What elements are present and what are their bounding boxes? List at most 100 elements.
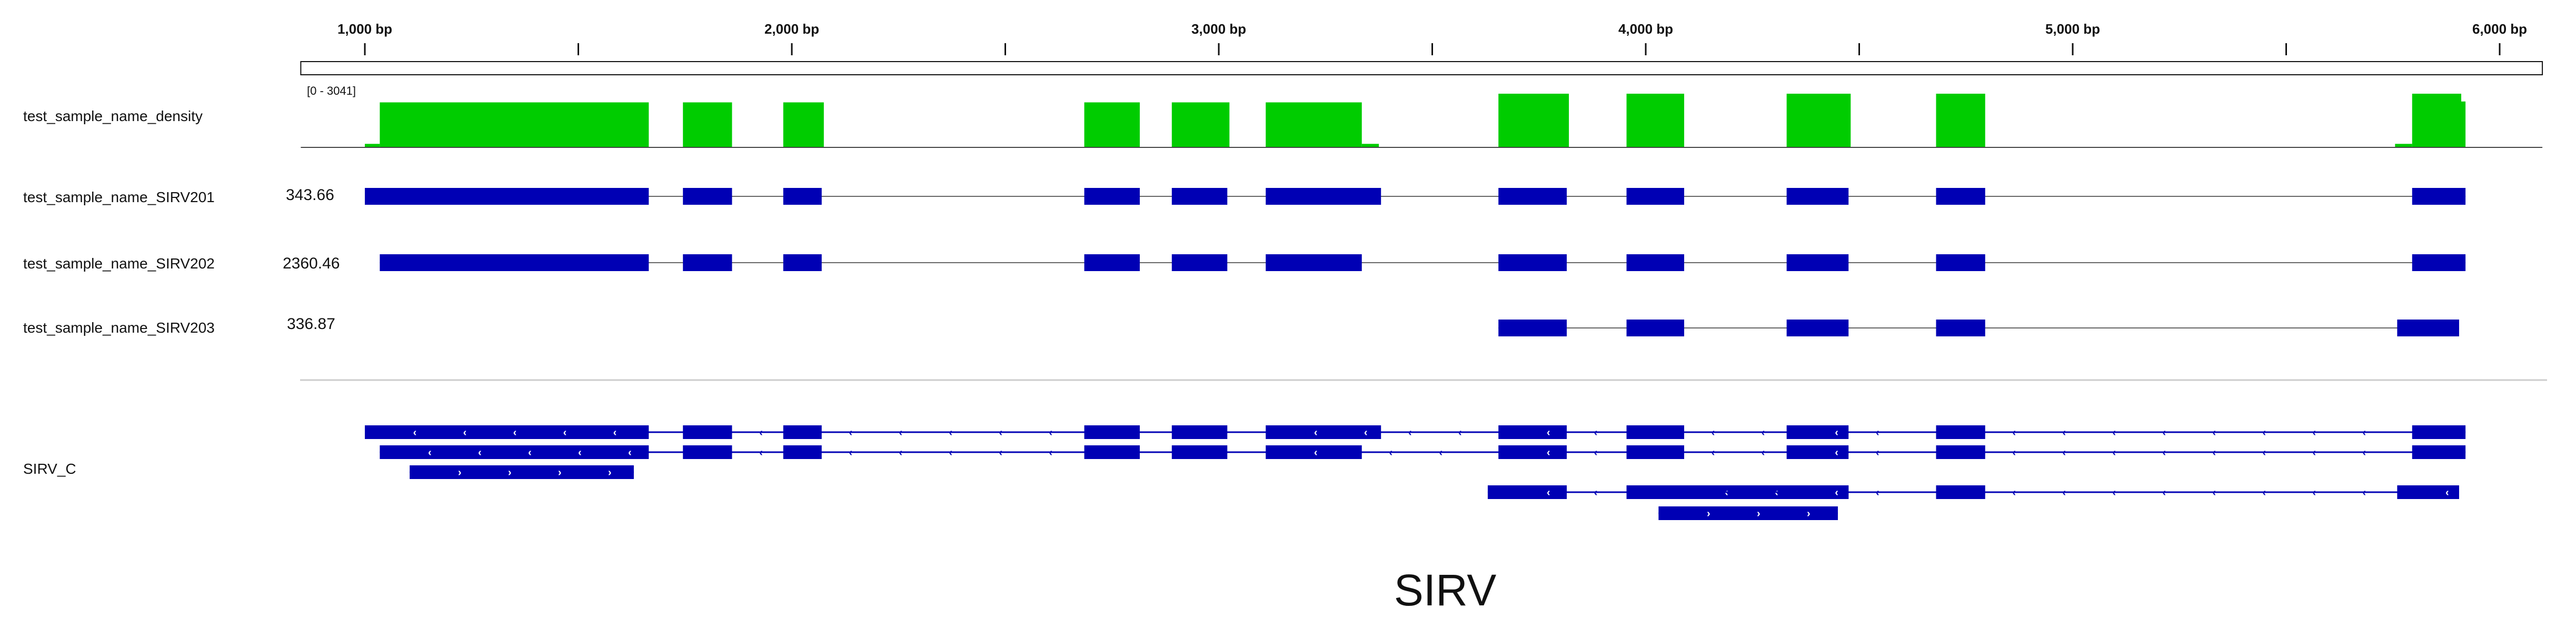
exon-block [683, 425, 732, 439]
strand-arrow: ‹ [2012, 427, 2016, 438]
exon-block [2397, 320, 2459, 336]
strand-arrow: ‹ [528, 447, 532, 458]
coverage-bar [1266, 102, 1362, 147]
strand-arrow: ‹ [759, 427, 763, 438]
exon-block [1936, 445, 1985, 459]
coverage-bar [2395, 144, 2412, 147]
exon-block [1266, 254, 1362, 271]
exon-block [1936, 485, 1985, 499]
exon-block [380, 445, 649, 459]
strand-arrow: ‹ [1835, 447, 1838, 458]
strand-arrow: ‹ [2362, 487, 2366, 499]
coverage-bar [683, 102, 732, 147]
exon-block [1786, 445, 1849, 459]
sample-track-label: test_sample_name_SIRV203 [23, 320, 215, 336]
strand-arrow: ‹ [1835, 427, 1838, 438]
exon-block [1266, 188, 1381, 205]
strand-arrow: ‹ [2312, 447, 2316, 458]
exon-block [1498, 320, 1567, 336]
density-range-label: [0 - 3041] [307, 84, 356, 97]
strand-arrow: ‹ [463, 427, 467, 438]
strand-arrow: ‹ [849, 427, 852, 438]
exon-block [1936, 188, 1985, 205]
strand-arrow: ‹ [1876, 487, 1879, 499]
strand-arrow: ‹ [2212, 487, 2216, 499]
strand-arrow: ‹ [1314, 447, 1318, 458]
strand-arrow: ‹ [1835, 487, 1838, 499]
sample-track-score: 336.87 [287, 315, 335, 333]
coverage-bar [1626, 94, 1684, 147]
strand-arrow: ‹ [1314, 427, 1318, 438]
exon-block [1936, 254, 1985, 271]
exon-block [1171, 188, 1228, 205]
strand-arrow: ‹ [2112, 427, 2116, 438]
strand-arrow: ‹ [628, 447, 632, 458]
strand-arrow: ‹ [2012, 447, 2016, 458]
strand-arrow: ‹ [428, 447, 432, 458]
coverage-bar [1361, 144, 1379, 147]
strand-arrow: ‹ [1712, 447, 1715, 458]
strand-arrow: ‹ [1049, 427, 1052, 438]
exon-block [1084, 425, 1140, 439]
strand-arrow: ‹ [413, 427, 417, 438]
strand-arrow: ‹ [2012, 487, 2016, 499]
strand-arrow: ‹ [2112, 447, 2116, 458]
strand-arrow: ‹ [2212, 447, 2216, 458]
exon-block [1084, 254, 1140, 271]
exon-block [365, 188, 649, 205]
coverage-bar [1171, 102, 1230, 147]
strand-arrow: ‹ [1364, 427, 1368, 438]
strand-arrow: ‹ [2445, 487, 2449, 499]
density-track: test_sample_name_density [0 - 3041] [23, 84, 2543, 148]
strand-arrow: ‹ [2062, 487, 2066, 499]
strand-arrow: ‹ [2262, 487, 2266, 499]
exon-block [783, 445, 822, 459]
exon-block [1171, 445, 1228, 459]
strand-arrow: ‹ [1049, 447, 1052, 458]
coverage-bar [365, 144, 380, 147]
ruler-label: 5,000 bp [2045, 21, 2100, 37]
strand-arrow: ‹ [2062, 447, 2066, 458]
strand-arrow: ‹ [1712, 427, 1715, 438]
exon-block [1626, 485, 1684, 499]
exon-block [1498, 445, 1567, 459]
exon-block [683, 254, 732, 271]
exon-block [783, 425, 822, 439]
strand-arrow: › [1707, 508, 1710, 520]
ruler: 1,000 bp 2,000 bp 3,000 bp 4,000 bp 5,000 bp… [300, 21, 2543, 75]
strand-arrow: ‹ [1439, 447, 1443, 458]
strand-arrow: ‹ [1876, 447, 1879, 458]
strand-arrow: › [608, 467, 612, 479]
strand-arrow: ‹ [2212, 427, 2216, 438]
strand-arrow: ‹ [613, 427, 617, 438]
exon-block [1786, 485, 1849, 499]
exon-block [1626, 320, 1684, 336]
exon-block [1266, 425, 1381, 439]
coverage-bar [2461, 101, 2466, 147]
strand-arrow: ‹ [563, 427, 567, 438]
exon-block [2412, 254, 2466, 271]
exon-block [1498, 254, 1567, 271]
exon-block [1266, 445, 1362, 459]
strand-arrow: ‹ [1389, 447, 1393, 458]
strand-arrow: ‹ [849, 447, 852, 458]
strand-arrow: ‹ [1594, 447, 1598, 458]
exon-block [1786, 425, 1849, 439]
exon-block [2397, 485, 2459, 499]
exon-block [365, 425, 649, 439]
strand-arrow: ‹ [899, 447, 902, 458]
coverage-bar [380, 102, 649, 147]
strand-arrow: ‹ [1547, 427, 1550, 438]
strand-arrow: ‹ [949, 427, 952, 438]
coverage-bar [1498, 94, 1569, 147]
exon-block [683, 188, 732, 205]
exon-block [1498, 188, 1567, 205]
strand-arrow: ‹ [1762, 427, 1765, 438]
coverage-bar [1786, 94, 1851, 147]
chromosome-title: SIRV [1394, 565, 1497, 615]
strand-arrow: ‹ [759, 447, 763, 458]
exon-block [1658, 506, 1838, 520]
exon-block [1786, 188, 1849, 205]
strand-arrow: ‹ [1547, 447, 1550, 458]
